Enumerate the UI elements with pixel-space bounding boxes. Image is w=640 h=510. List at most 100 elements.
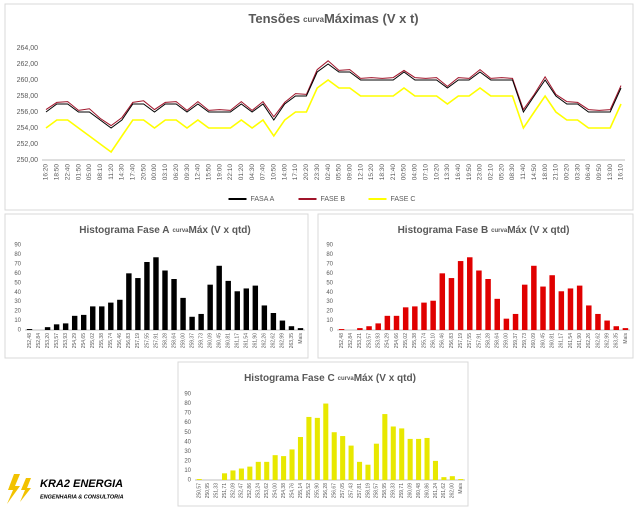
x-tick-label: 06:20 [173,164,180,181]
bar [196,479,202,480]
bar [222,473,228,480]
y-tick-label: 50 [184,430,191,436]
title-part: Máximas (V x t) [324,11,419,26]
x-tick-label: 263,35 [289,333,295,349]
series-line [45,63,622,129]
x-tick-label: 262,26 [262,333,268,349]
x-tick-label: 257,91 [476,333,482,349]
x-tick-label: 261,54 [568,333,574,349]
x-tick-label: 255,14 [298,483,304,499]
bar [189,316,195,330]
x-tick-label: 04:00 [412,164,419,181]
x-tick-label: 258,28 [162,333,168,349]
y-tick-label: 70 [326,261,333,267]
bar [135,278,141,330]
bar [171,279,177,330]
x-tick-label: 15:20 [368,164,375,181]
x-tick-label: 11:20 [108,164,115,180]
bar [407,438,413,480]
bar [402,307,409,330]
x-tick-label: 253,57 [54,333,60,349]
title-part: Histograma Fase B [398,225,489,236]
series-line [45,60,622,127]
y-tick-label: 60 [184,420,191,426]
x-tick-label: 258,64 [495,333,501,349]
bar [62,323,69,330]
x-tick-label: 261,17 [235,333,241,349]
x-tick-label: 20:50 [140,164,147,181]
y-tick-label: 30 [326,299,333,305]
bar [225,280,231,330]
x-tick-label: 252,84 [348,333,354,349]
y-tick-label: 40 [326,290,333,296]
y-tick-label: 250,00 [17,157,39,164]
bar [604,320,610,330]
bar [323,403,329,480]
x-tick-label: 255,74 [421,333,427,349]
x-tick-label: 00:00 [151,164,158,181]
bar [467,257,473,330]
bar [503,318,510,330]
x-tick-label: 260,45 [540,333,546,349]
x-tick-label: 252,47 [239,483,245,499]
x-tick-label: 258,95 [382,483,388,499]
y-tick-label: 0 [18,328,22,334]
x-tick-label: 07:40 [260,164,267,181]
y-tick-label: 10 [184,468,191,474]
bar [399,428,405,480]
x-tick-label: 14:50 [531,164,538,181]
bar [198,313,204,330]
x-tick-label: 253,21 [357,333,363,349]
x-tick-label: 252,09 [230,483,236,499]
x-tick-label: 09:50 [596,164,603,181]
x-tick-label: 256,46 [440,333,446,349]
x-tick-label: 251,71 [222,483,228,499]
bar [373,443,379,480]
y-tick-label: 70 [184,411,191,417]
bar [576,285,583,330]
x-tick-label: 252,48 [27,333,33,349]
bar [252,285,259,330]
y-tick-label: 30 [184,449,191,455]
x-tick-label: 259,33 [391,483,397,499]
bar [449,476,455,480]
bar [531,265,537,330]
x-tick-label: 14:00 [281,164,288,181]
logo-name: KRA2 ENERGIA [40,478,123,490]
x-tick-label: 250,57 [197,483,203,499]
bar [421,302,427,330]
y-tick-label: 262,00 [17,61,39,68]
title-part: curva [303,15,324,24]
x-tick-label: 05:00 [86,164,93,181]
bar [180,297,186,330]
bar [348,445,354,480]
bar [331,432,337,480]
bar [270,313,277,330]
x-tick-label: Mais [623,333,629,344]
bolt [7,474,20,504]
bar [338,329,345,330]
x-tick-label: 260,81 [226,333,232,349]
bar [238,468,244,480]
x-tick-label: 254,76 [289,483,295,499]
x-tick-label: 259,00 [504,333,510,349]
x-tick-label: 21:40 [390,164,397,181]
bar [264,461,270,480]
x-tick-label: 02:40 [325,164,332,181]
bar [216,265,222,330]
y-tick-label: 260,00 [17,77,39,84]
x-tick-label: 262,00 [450,483,456,499]
x-tick-label: 18:00 [542,164,549,181]
y-tick-label: 90 [184,392,191,398]
x-tick-label: 16:40 [455,164,462,181]
x-tick-label: 00:20 [563,164,570,181]
x-tick-label: 05:20 [498,164,505,181]
x-tick-label: 259,37 [189,333,195,349]
x-tick-label: 259,71 [399,483,405,499]
bar [412,306,418,330]
x-tick-label: 05:50 [336,164,343,181]
bar [288,326,295,330]
bar [448,278,455,330]
